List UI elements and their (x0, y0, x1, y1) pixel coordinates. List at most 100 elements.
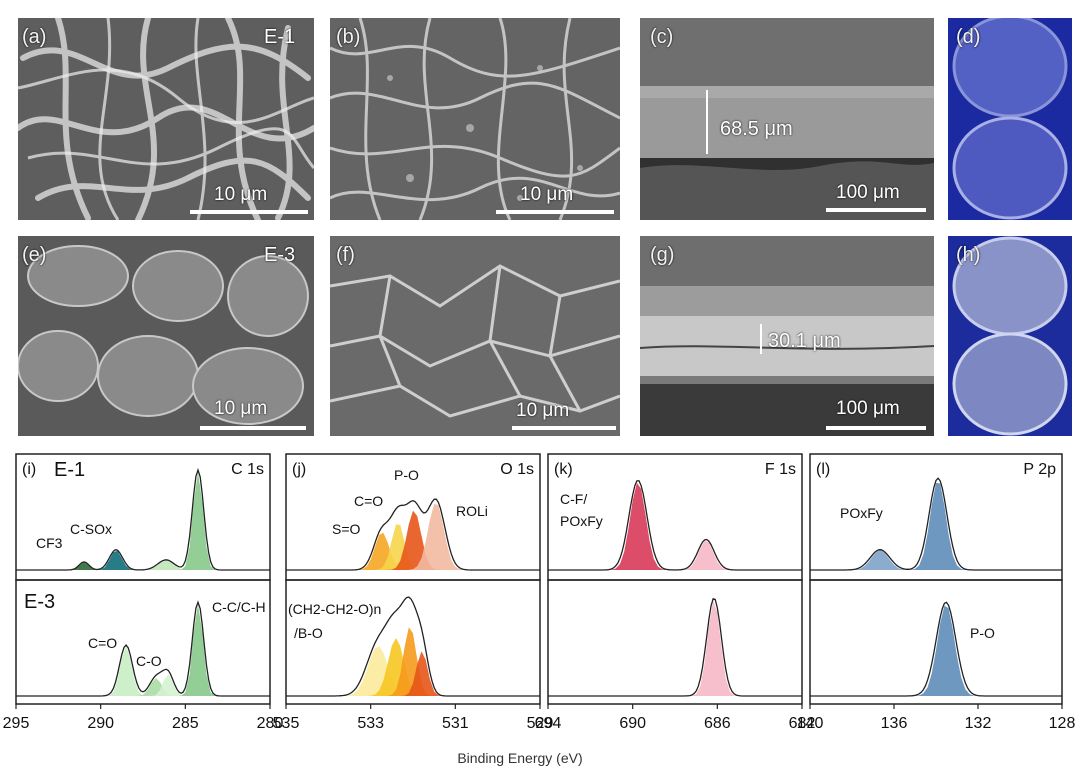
layer-thickness: 68.5 μm (720, 118, 793, 140)
tick-label: 531 (442, 715, 469, 732)
fit-peak-bottom (286, 651, 540, 696)
porous-texture (330, 18, 620, 220)
tick-label: 690 (619, 715, 646, 732)
envelope-bottom (16, 600, 270, 697)
sem-panel-f: (f) 10 μm (330, 236, 620, 436)
fit-peak-bottom (16, 674, 270, 696)
cross-section-texture (640, 18, 934, 220)
peak-annotation: ROLi (456, 503, 488, 519)
tick-label: 285 (172, 715, 199, 732)
nanofiber-texture (18, 18, 314, 220)
peak-annotation: S=O (332, 521, 361, 537)
fit-peak-top (548, 540, 802, 570)
tick-label: 694 (535, 715, 562, 732)
tick-label: 529 (527, 715, 554, 732)
panel-label: (h) (956, 244, 981, 266)
sem-panel-e: (e) E-3 10 μm (18, 236, 314, 436)
peak-annotation: C-F/ (560, 491, 587, 507)
sample-label: E-3 (24, 591, 55, 613)
peak-annotation: C-SOx (70, 521, 112, 537)
fit-peak-top (16, 562, 270, 570)
scale-bar-label: 10 μm (214, 184, 268, 205)
scale-bar-label: 10 μm (520, 184, 574, 205)
thickness-arrow (706, 90, 708, 154)
tick-label: 533 (357, 715, 384, 732)
panel-label: (g) (650, 244, 675, 266)
panel-label: (l) (816, 461, 830, 478)
photo-panel-d: (d) (948, 18, 1072, 220)
scale-bar (512, 426, 616, 430)
core-level-label: O 1s (500, 461, 534, 478)
tick-label: 295 (3, 715, 30, 732)
sample-tag: E-1 (264, 26, 296, 48)
peak-annotation: CF3 (36, 535, 63, 551)
envelope-bottom (810, 601, 1062, 697)
spectrum-frame-bottom (547, 579, 803, 705)
fit-peak-top (286, 510, 540, 570)
peak-annotation: /B-O (294, 625, 323, 641)
fit-peak-top (810, 550, 1062, 570)
scale-bar (190, 210, 308, 214)
sem-panel-c: 68.5 μm 100 μm (c) (640, 18, 934, 220)
sem-panel-b: (b) 10 μm (330, 18, 620, 220)
scale-bar-label: 100 μm (836, 398, 900, 419)
panel-label: (d) (956, 26, 981, 48)
fit-peak-bottom (16, 678, 270, 696)
grain-texture (330, 236, 620, 436)
separator-photo (948, 18, 1072, 220)
panel-label: (f) (336, 244, 355, 266)
panel-label: (c) (650, 26, 674, 48)
envelope-top (810, 477, 1062, 571)
scale-bar (200, 426, 306, 430)
fit-peak-top (810, 482, 1062, 570)
panel-label: (e) (22, 244, 47, 266)
peak-annotation: C=O (88, 635, 117, 651)
peak-annotation: (CH2-CH2-O)n (288, 601, 381, 617)
envelope-bottom (286, 596, 540, 697)
spectrum-frame-bottom (285, 579, 541, 705)
peak-annotation: POxFy (840, 505, 883, 521)
scale-bar-label: 10 μm (516, 400, 570, 421)
panel-label: (a) (22, 26, 47, 48)
tick-label: 140 (797, 715, 824, 732)
panel-label: (k) (554, 461, 573, 478)
fit-peak-bottom (548, 601, 802, 696)
peak-annotation: C-C/C-H (212, 599, 266, 615)
spectrum-frame-bottom (15, 579, 271, 705)
core-level-label: C 1s (231, 461, 264, 478)
peak-annotation: C-O (136, 653, 162, 669)
fit-peak-bottom (16, 604, 270, 696)
fit-peak-top (16, 550, 270, 570)
core-level-label: F 1s (765, 461, 796, 478)
scale-bar-label: 100 μm (836, 182, 900, 203)
thickness-arrow (760, 324, 762, 354)
tick-label: 136 (881, 715, 908, 732)
peak-annotation: POxFy (560, 513, 603, 529)
envelope-bottom (548, 597, 802, 697)
sem-panel-g: 30.1 μm 100 μm (g) (640, 236, 934, 436)
scale-bar (826, 208, 926, 212)
scale-bar (496, 210, 614, 214)
fit-peak-top (16, 560, 270, 570)
tick-label: 128 (1049, 715, 1076, 732)
separator-photo (948, 236, 1072, 436)
peak-annotation: P-O (970, 625, 995, 641)
tick-label: 280 (257, 715, 284, 732)
scale-bar-label: 10 μm (214, 398, 268, 419)
sem-panel-a: (a) E-1 10 μm (18, 18, 314, 220)
tick-label: 682 (789, 715, 816, 732)
fit-peak-top (16, 472, 270, 570)
sample-tag: E-3 (264, 244, 296, 266)
envelope-top (548, 480, 802, 571)
spectrum-frame-bottom (809, 579, 1063, 705)
xps-spectra: 295 290 285 280 (i) C 1s 535 533 531 529 (j) O 1s 69… (3, 453, 1076, 732)
envelope-top (16, 467, 270, 571)
sample-label: E-1 (54, 459, 85, 481)
peak-annotation: P-O (394, 467, 419, 483)
photo-panel-h: (h) (948, 236, 1072, 436)
tick-label: 686 (704, 715, 731, 732)
tick-label: 290 (87, 715, 114, 732)
scale-bar (826, 426, 926, 430)
cross-section-texture (640, 236, 934, 436)
tick-label: 132 (965, 715, 992, 732)
